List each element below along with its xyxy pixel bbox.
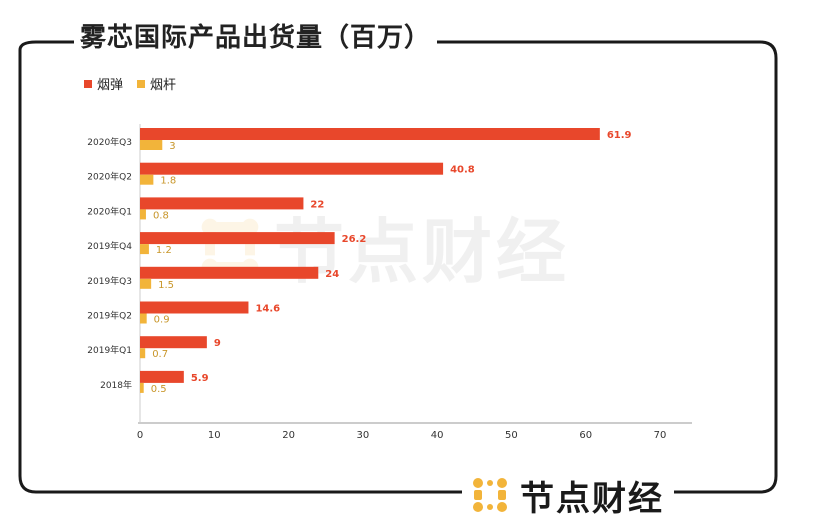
bar-primary xyxy=(140,336,207,349)
bar-secondary xyxy=(140,140,163,150)
category-label: 2019年Q2 xyxy=(87,310,132,322)
data-label-primary: 40.8 xyxy=(450,165,475,176)
data-label-primary: 61.9 xyxy=(607,130,632,141)
chart-title: 雾芯国际产品出货量（百万） xyxy=(74,14,438,62)
bar-secondary xyxy=(140,244,149,255)
category-label: 2020年Q3 xyxy=(87,136,132,148)
x-tick-label: 10 xyxy=(208,430,221,441)
data-label-secondary: 0.5 xyxy=(151,384,167,395)
bar-primary xyxy=(140,266,319,279)
bar-primary xyxy=(140,197,304,210)
bar-secondary xyxy=(140,313,147,324)
bar-primary xyxy=(140,301,249,314)
brand-name: 节点财经 xyxy=(520,478,664,519)
data-label-secondary: 0.7 xyxy=(152,349,168,360)
bar-primary xyxy=(140,232,335,245)
legend-item-primary: 烟弹 xyxy=(84,74,123,93)
x-tick-label: 60 xyxy=(579,430,592,441)
data-label-primary: 9 xyxy=(214,338,221,349)
bar-secondary xyxy=(140,174,154,185)
legend-swatch-primary xyxy=(84,79,92,88)
bar-primary xyxy=(140,370,184,383)
x-tick-label: 20 xyxy=(282,430,295,441)
legend-item-secondary: 烟杆 xyxy=(137,74,176,93)
category-label: 2020年Q1 xyxy=(87,205,132,217)
data-label-primary: 5.9 xyxy=(191,373,209,384)
x-tick-label: 0 xyxy=(137,430,143,441)
data-label-secondary: 0.9 xyxy=(154,315,170,326)
x-tick-label: 40 xyxy=(431,430,444,441)
data-label-secondary: 1.2 xyxy=(156,245,172,256)
bar-secondary xyxy=(140,209,146,220)
x-tick-label: 50 xyxy=(505,430,518,441)
bar-secondary xyxy=(140,382,144,393)
data-label-primary: 26.2 xyxy=(342,234,367,245)
data-label-secondary: 3 xyxy=(169,141,175,152)
bar-primary xyxy=(140,128,600,140)
data-label-primary: 14.6 xyxy=(255,304,280,315)
data-label-secondary: 1.5 xyxy=(158,280,174,291)
data-label-secondary: 1.8 xyxy=(160,176,176,187)
data-label-primary: 22 xyxy=(310,199,324,210)
data-label-secondary: 0.8 xyxy=(153,210,169,221)
legend-label-secondary: 烟杆 xyxy=(150,78,177,93)
x-tick-label: 70 xyxy=(654,430,667,441)
brand-footer: 节点财经 xyxy=(462,468,674,522)
category-label: 2018年 xyxy=(100,379,132,391)
category-label: 2019年Q3 xyxy=(87,275,132,287)
bar-secondary xyxy=(140,278,152,289)
category-label: 2019年Q1 xyxy=(87,344,132,356)
category-label: 2019年Q4 xyxy=(87,240,132,252)
legend-label-primary: 烟弹 xyxy=(97,78,124,93)
legend: 烟弹 烟杆 xyxy=(84,74,190,93)
category-label: 2020年Q2 xyxy=(87,171,132,183)
bar-primary xyxy=(140,162,444,175)
x-tick-label: 30 xyxy=(356,430,369,441)
bar-secondary xyxy=(140,348,146,359)
legend-swatch-secondary xyxy=(137,79,146,88)
brand-logo-icon xyxy=(473,478,507,512)
data-label-primary: 24 xyxy=(325,269,339,280)
